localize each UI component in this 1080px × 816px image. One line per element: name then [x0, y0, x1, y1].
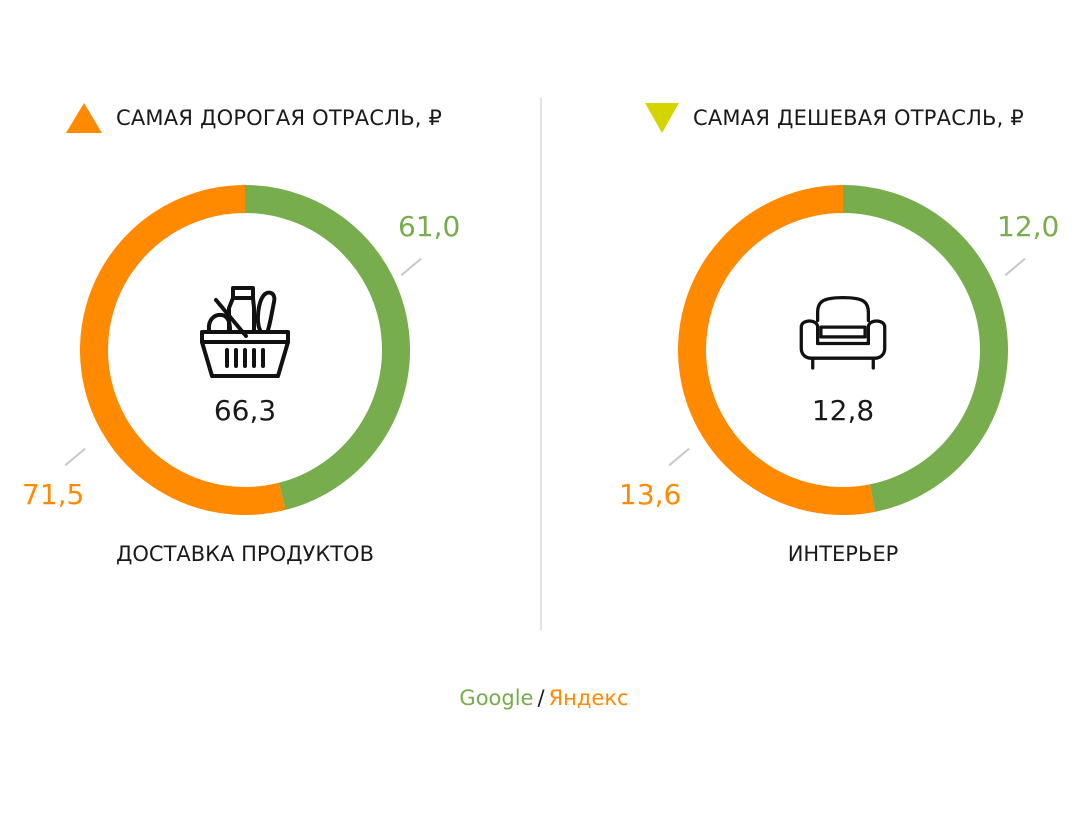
donut-chart	[80, 185, 410, 515]
donut-segment-google	[842, 185, 1008, 512]
legend-yandex: Яндекс	[548, 686, 629, 710]
legend-separator: /	[537, 686, 545, 710]
yandex-value-label: 13,6	[619, 478, 682, 511]
category-label: ИНТЕРЬЕР	[787, 542, 899, 566]
category-label: ДОСТАВКА ПРОДУКТОВ	[115, 542, 374, 566]
average-value: 12,8	[811, 394, 875, 427]
panel-most-expensive: САМАЯ ДОРОГАЯ ОТРАСЛЬ, ₽ 61,0 71,5 66,3 …	[0, 0, 540, 640]
panel-header: САМАЯ ДЕШЕВАЯ ОТРАСЛЬ, ₽	[645, 100, 1024, 136]
yandex-value-label: 71,5	[22, 478, 85, 511]
legend-google: Google	[459, 686, 534, 710]
panel-title: САМАЯ ДОРОГАЯ ОТРАСЛЬ, ₽	[116, 106, 443, 130]
panel-title: САМАЯ ДЕШЕВАЯ ОТРАСЛЬ, ₽	[693, 106, 1024, 130]
panel-header: САМАЯ ДОРОГАЯ ОТРАСЛЬ, ₽	[66, 100, 442, 136]
donut-segment-яндекс	[80, 185, 286, 515]
armchair-icon	[799, 296, 887, 370]
donut-chart	[678, 185, 1008, 515]
legend: Google / Яндекс	[0, 686, 1080, 710]
grocery-basket-icon	[200, 286, 290, 378]
panel-divider	[540, 98, 542, 630]
google-value-label: 61,0	[398, 210, 461, 243]
donut-segment-яндекс	[678, 185, 876, 515]
google-value-label: 12,0	[997, 210, 1060, 243]
panel-cheapest: САМАЯ ДЕШЕВАЯ ОТРАСЛЬ, ₽ 12,0 13,6 12,8 …	[540, 0, 1080, 640]
average-value: 66,3	[213, 394, 277, 427]
triangle-down-icon	[645, 103, 679, 133]
donut-segment-google	[244, 185, 410, 510]
triangle-up-icon	[66, 103, 102, 133]
